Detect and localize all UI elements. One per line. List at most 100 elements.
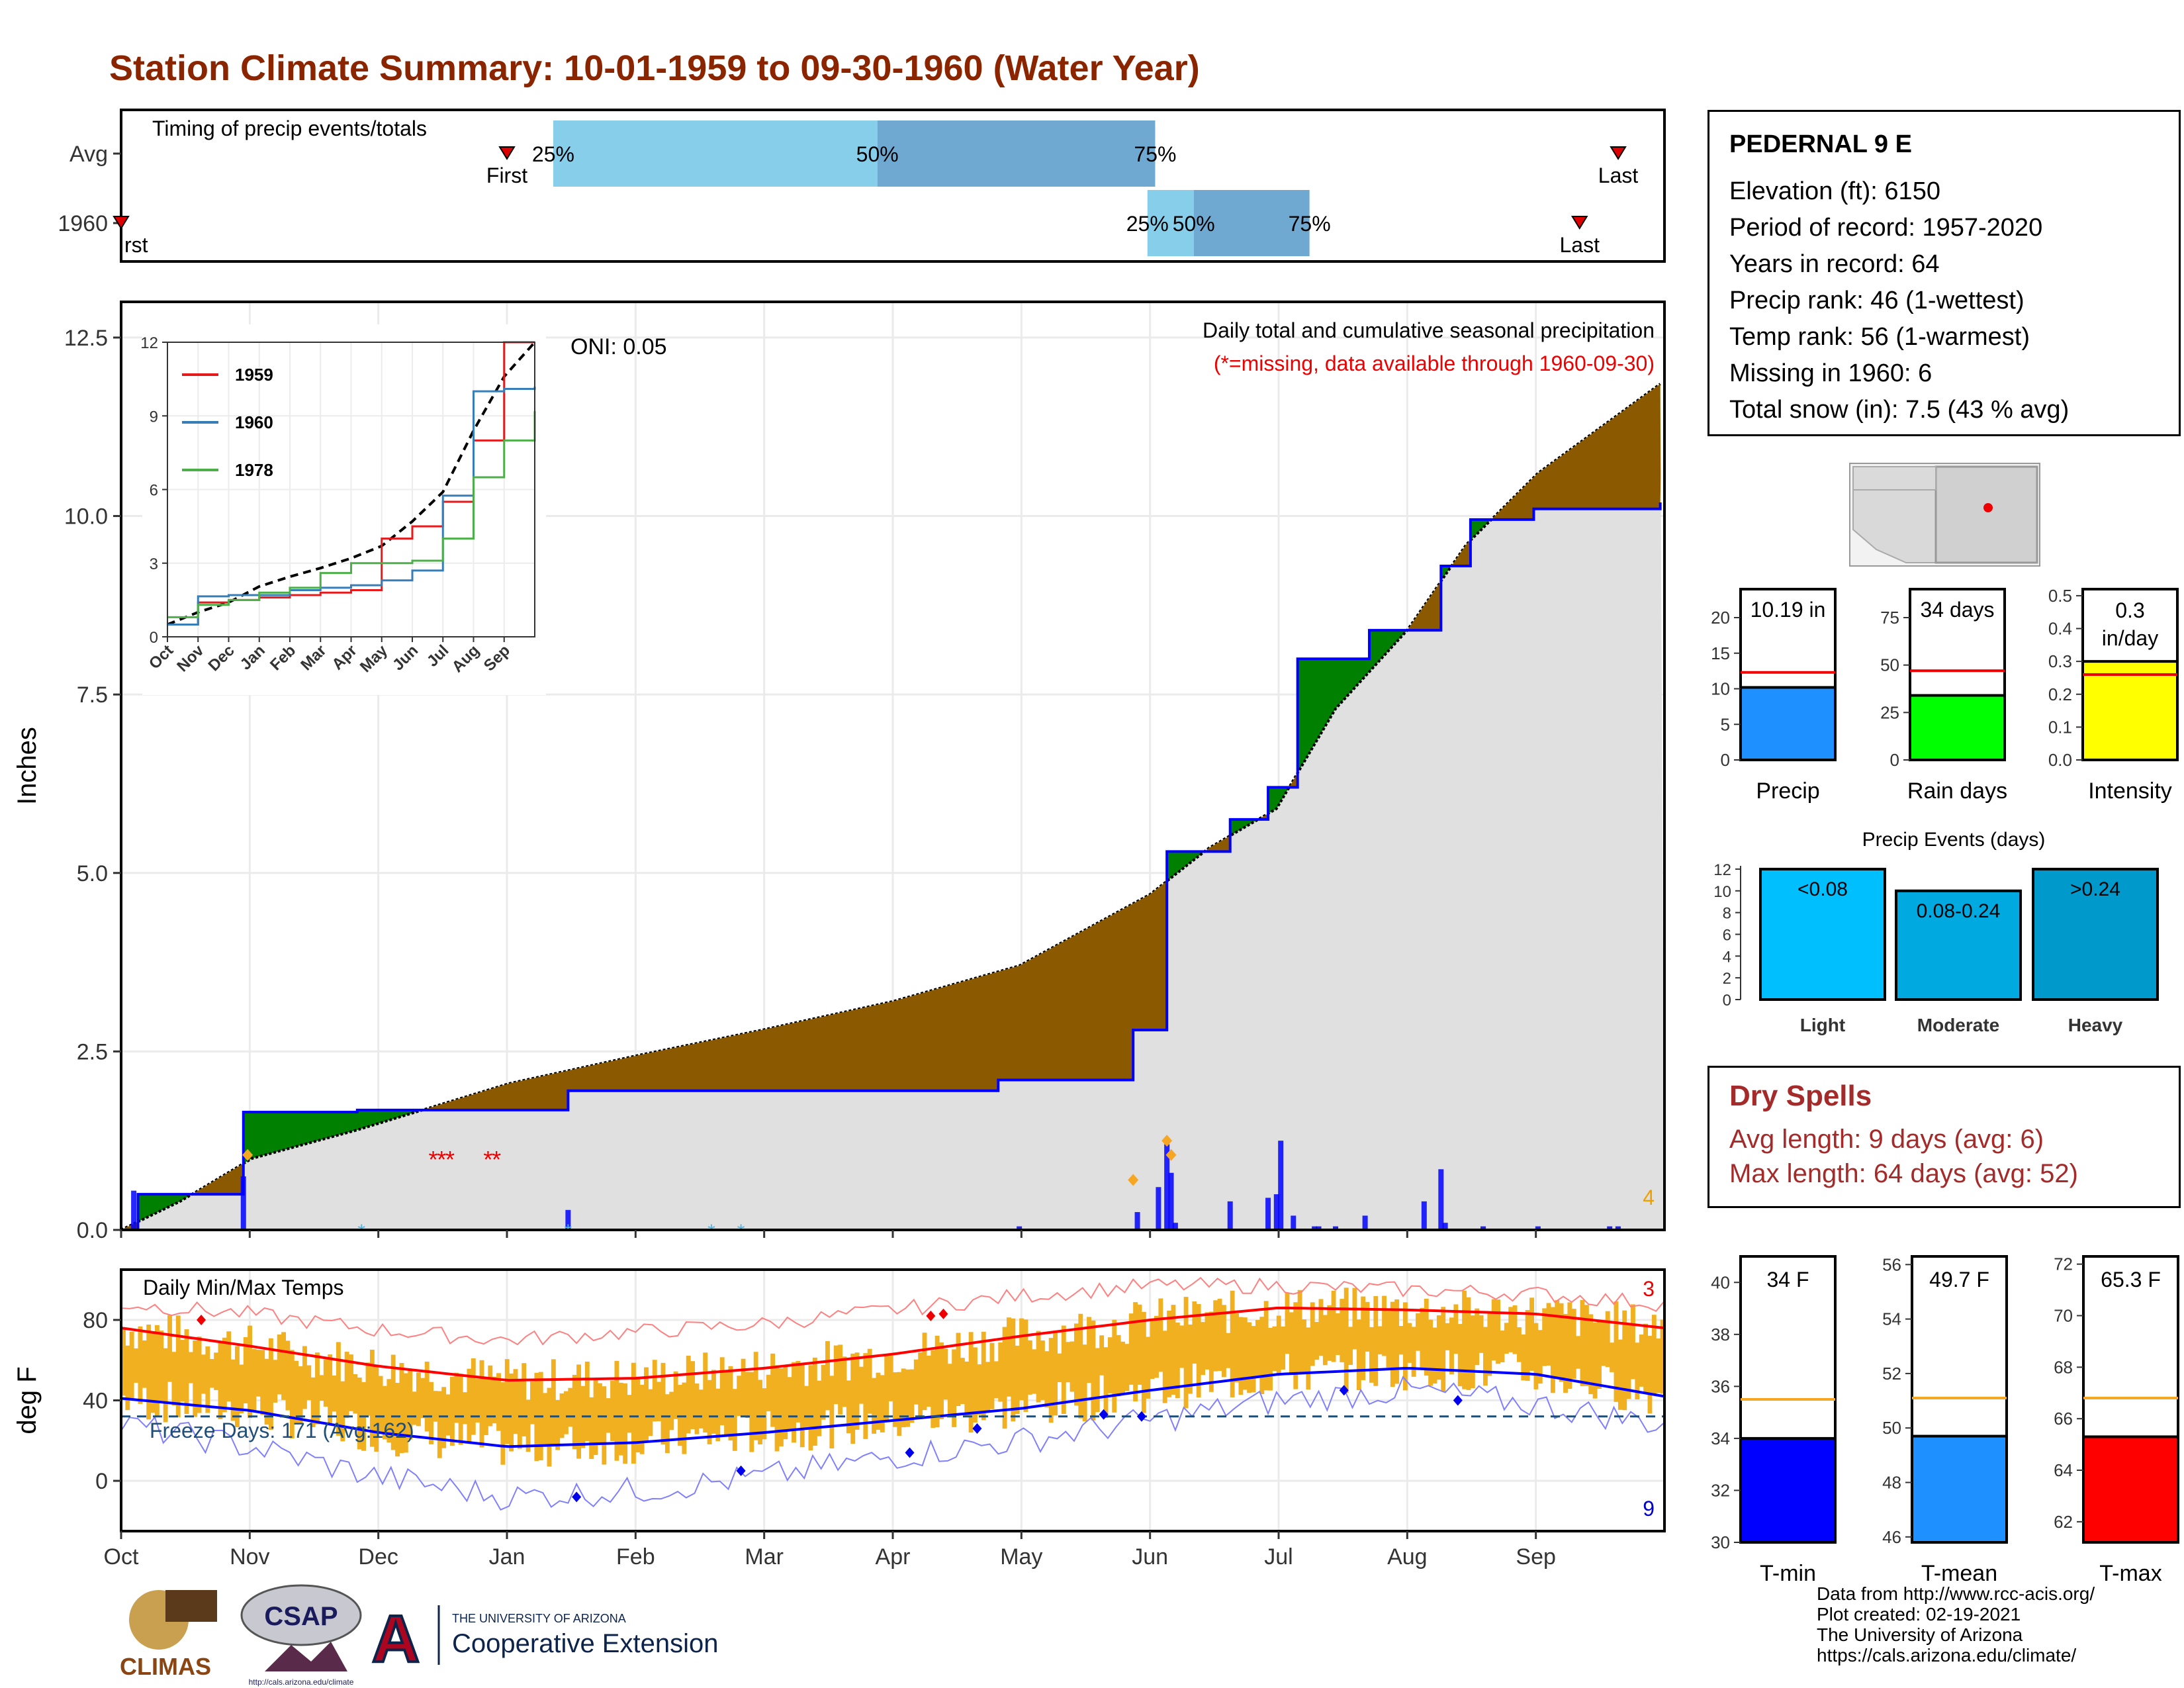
summary-value: 10.19 in (1751, 598, 1826, 622)
daily-temp-bar (315, 1352, 320, 1425)
tick-label: 6 (1723, 926, 1731, 944)
dry-spells-box: Dry Spells Avg length: 9 days (avg: 6) M… (1707, 1066, 2181, 1208)
blue-diamond-icon (1099, 1409, 1109, 1420)
daily-temp-bar (1496, 1299, 1501, 1364)
inset-y-tick: 6 (150, 482, 158, 500)
daily-temp-bar (1516, 1327, 1522, 1362)
daily-temp-bar (724, 1370, 729, 1435)
station-line: Years in record: 64 (1729, 250, 1940, 278)
daily-temp-bar (610, 1380, 615, 1441)
daily-temp-bar (159, 1331, 164, 1403)
daily-temp-bar (1019, 1318, 1024, 1401)
daily-temp-bar (584, 1361, 590, 1442)
tick-label: 4 (1723, 948, 1731, 966)
daily-temp-bar (1036, 1331, 1041, 1403)
daily-temp-bar (905, 1369, 910, 1427)
daily-temp-bar (1449, 1317, 1454, 1375)
daily-temp-bar (138, 1326, 143, 1404)
daily-precip-bar (1273, 1194, 1279, 1230)
daily-temp-bar (707, 1380, 712, 1444)
daily-temp-bar (732, 1389, 737, 1451)
tick-label: 38 (1711, 1325, 1730, 1344)
daily-temp-bar (589, 1397, 594, 1460)
daily-temp-bar (796, 1360, 801, 1423)
daily-temp-bar (235, 1346, 240, 1427)
daily-temp-bar (1567, 1302, 1572, 1389)
tick-label: 54 (1882, 1309, 1901, 1329)
daily-temp-bar (1365, 1301, 1370, 1352)
daily-temp-bar (1175, 1322, 1180, 1399)
daily-temp-bar (1192, 1301, 1197, 1364)
daily-temp-bar (960, 1358, 965, 1405)
summary-2-label: Intensity (2088, 778, 2172, 804)
daily-temp-bar (134, 1348, 138, 1383)
daily-temp-bar (298, 1366, 303, 1424)
daily-temp-bar (1027, 1340, 1032, 1395)
daily-temp-bar (694, 1383, 700, 1434)
inset-y-tick: 3 (150, 555, 158, 573)
event-bar-heavy (2032, 867, 2159, 1002)
daily-temp-bar (867, 1348, 872, 1414)
y-tick-label: 5.0 (77, 861, 108, 886)
station-name: PEDERNAL 9 E (1729, 130, 1912, 158)
daily-temp-bar (1053, 1331, 1058, 1416)
daily-temp-bar (1238, 1317, 1244, 1395)
daily-temp-bar (488, 1365, 493, 1427)
legend-label: 1960 (235, 412, 273, 432)
daily-temp-bar (1234, 1313, 1239, 1383)
events-panel: Precip Events (days) 0 2 4 6 8 10 12 <0.08 Light 0… (1713, 829, 2159, 1035)
daily-temp-bar (171, 1352, 177, 1406)
daily-temp-bar (180, 1340, 185, 1402)
daily-temp-bar (239, 1364, 244, 1414)
daily-temp-bar (471, 1358, 476, 1435)
daily-temp-bar (1441, 1307, 1446, 1392)
csap-logo-text: CSAP (264, 1602, 338, 1631)
daily-temp-bar (1639, 1334, 1644, 1387)
new-mexico-shape (1934, 465, 2038, 564)
tick-label: 10 (1713, 883, 1731, 901)
daily-temp-bar (509, 1373, 514, 1452)
daily-temp-bar (922, 1333, 927, 1411)
daily-temp-bar (1512, 1305, 1518, 1354)
y-axis-label: deg F (13, 1366, 42, 1434)
daily-temp-bar (1128, 1313, 1134, 1385)
daily-temp-bar (913, 1359, 919, 1405)
daily-temp-bar (1394, 1299, 1400, 1384)
daily-temp-bar (758, 1380, 762, 1444)
daily-temp-bar (277, 1334, 282, 1395)
daily-temp-bar (657, 1382, 662, 1422)
month-label: Mar (745, 1544, 784, 1570)
daily-temp-bar (1614, 1301, 1619, 1402)
daily-temp-bar (479, 1360, 484, 1448)
daily-temp-bar (799, 1364, 805, 1448)
month-label: Jun (1132, 1544, 1168, 1570)
daily-temp-bar (719, 1357, 725, 1426)
month-label: Sep (1516, 1544, 1556, 1570)
temp-bars: 30 32 34 36 38 40 T-min 34 F 46 48 50 52 54 56 T-mean 4… (1711, 1254, 2179, 1586)
daily-temp-bar (1584, 1305, 1589, 1386)
daily-temp-bar (968, 1332, 974, 1433)
tick-label: 10 (1711, 679, 1730, 699)
daily-temp-bar (1091, 1320, 1096, 1421)
daily-temp-bar (1643, 1323, 1649, 1393)
daily-temp-bar (1179, 1325, 1185, 1368)
daily-temp-bar (1230, 1290, 1235, 1397)
tempbar-1-bar (1911, 1434, 2008, 1544)
tempbar-value: 49.7 F (1929, 1268, 1989, 1291)
daily-temp-bar (1348, 1327, 1353, 1365)
timing-row-label: 1960 (58, 211, 108, 236)
daily-temp-bar (1398, 1326, 1404, 1355)
summary-0-label: Precip (1756, 778, 1819, 804)
summary-1-label: Rain days (1907, 778, 2007, 804)
daily-temp-bar (1322, 1315, 1328, 1366)
inset-y-tick: 0 (150, 629, 158, 647)
daily-temp-bar (399, 1363, 404, 1454)
daily-temp-bar (383, 1385, 387, 1440)
daily-temp-bar (336, 1342, 341, 1436)
precip-header: Daily total and cumulative seasonal prec… (1203, 318, 1655, 342)
daily-temp-bar (1120, 1341, 1125, 1395)
daily-temp-bar (1167, 1310, 1172, 1397)
daily-temp-bar (289, 1350, 295, 1438)
tick-label: 52 (1882, 1364, 1901, 1383)
daily-temp-bar (783, 1366, 788, 1440)
